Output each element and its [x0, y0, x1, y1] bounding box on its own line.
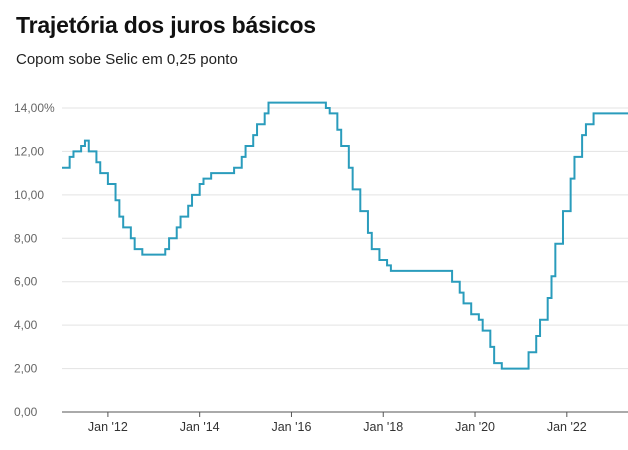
y-tick-label: 14,00%: [14, 101, 55, 115]
y-tick-label: 4,00: [14, 318, 38, 332]
y-tick-label: 12,00: [14, 144, 44, 158]
y-tick-label: 10,00: [14, 188, 44, 202]
x-tick-label: Jan '22: [547, 420, 587, 434]
x-tick-label: Jan '12: [88, 420, 128, 434]
chart-title: Trajetória dos juros básicos: [16, 12, 316, 38]
chart-subtitle: Copom sobe Selic em 0,25 ponto: [16, 51, 238, 68]
y-tick-label: 6,00: [14, 275, 38, 289]
y-tick-label: 0,00: [14, 405, 38, 419]
y-tick-label: 8,00: [14, 231, 38, 245]
y-tick-label: 2,00: [14, 362, 38, 376]
x-axis-ticks: Jan '12 Jan '14 Jan '16 Jan '18 Jan '20 Jan '…: [88, 412, 587, 434]
series-group: [61, 101, 628, 370]
series-line: [62, 101, 628, 370]
x-tick-label: Jan '18: [363, 420, 403, 434]
x-tick-label: Jan '16: [271, 420, 311, 434]
x-tick-label: Jan '20: [455, 420, 495, 434]
y-axis-ticks: 0,00 2,00 4,00 6,00 8,00 10,00 12,00 14,00%: [14, 101, 55, 419]
x-tick-label: Jan '14: [180, 420, 220, 434]
gridlines: [62, 107, 628, 413]
